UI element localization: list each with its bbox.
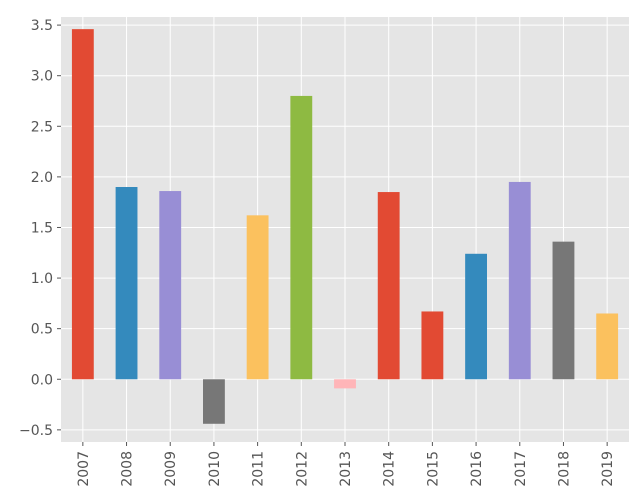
bar-2018 <box>552 241 575 380</box>
bar-2019 <box>596 313 619 380</box>
bar-2009 <box>159 191 182 380</box>
x-tick-label: 2014 <box>382 451 398 487</box>
bar-2008 <box>115 187 138 380</box>
bar-2010 <box>203 379 225 424</box>
y-tick-label: 1.0 <box>31 271 53 287</box>
x-tick-label: 2007 <box>76 451 92 487</box>
x-tick-label: 2011 <box>251 451 267 487</box>
x-tick-label: 2010 <box>207 451 223 487</box>
y-tick-label: 1.5 <box>31 220 53 236</box>
bar-2013 <box>334 379 356 389</box>
y-axis-ticks: −0.5 0.0 0.5 1.0 1.5 2.0 2.5 3.0 3.5 <box>19 18 61 439</box>
x-axis-ticks: 2007 2008 2009 2010 2011 2012 2013 2014 2015 2016… <box>76 442 616 487</box>
y-tick-label: 3.5 <box>31 18 53 34</box>
x-tick-label: 2013 <box>338 451 354 487</box>
x-tick-label: 2019 <box>600 451 616 487</box>
x-tick-label: 2017 <box>513 451 529 487</box>
x-tick-label: 2015 <box>425 451 441 487</box>
bar-2007 <box>71 29 94 380</box>
y-tick-label: 2.5 <box>31 119 53 135</box>
y-tick-label: −0.5 <box>19 423 53 439</box>
x-tick-label: 2018 <box>556 451 572 487</box>
x-tick-label: 2012 <box>294 451 310 487</box>
x-tick-label: 2008 <box>120 451 136 487</box>
bar-2014 <box>377 192 400 380</box>
y-tick-label: 0.0 <box>31 372 53 388</box>
bar-2015 <box>421 311 444 380</box>
y-tick-label: 0.5 <box>31 322 53 338</box>
bar-2016 <box>465 253 487 380</box>
bar-2011 <box>246 215 269 380</box>
y-tick-label: 2.0 <box>31 170 53 186</box>
bar-2012 <box>290 95 313 380</box>
bars <box>71 29 619 424</box>
y-tick-label: 3.0 <box>31 69 53 85</box>
bar-2017 <box>508 181 531 380</box>
x-tick-label: 2016 <box>469 451 485 487</box>
x-tick-label: 2009 <box>163 451 179 487</box>
